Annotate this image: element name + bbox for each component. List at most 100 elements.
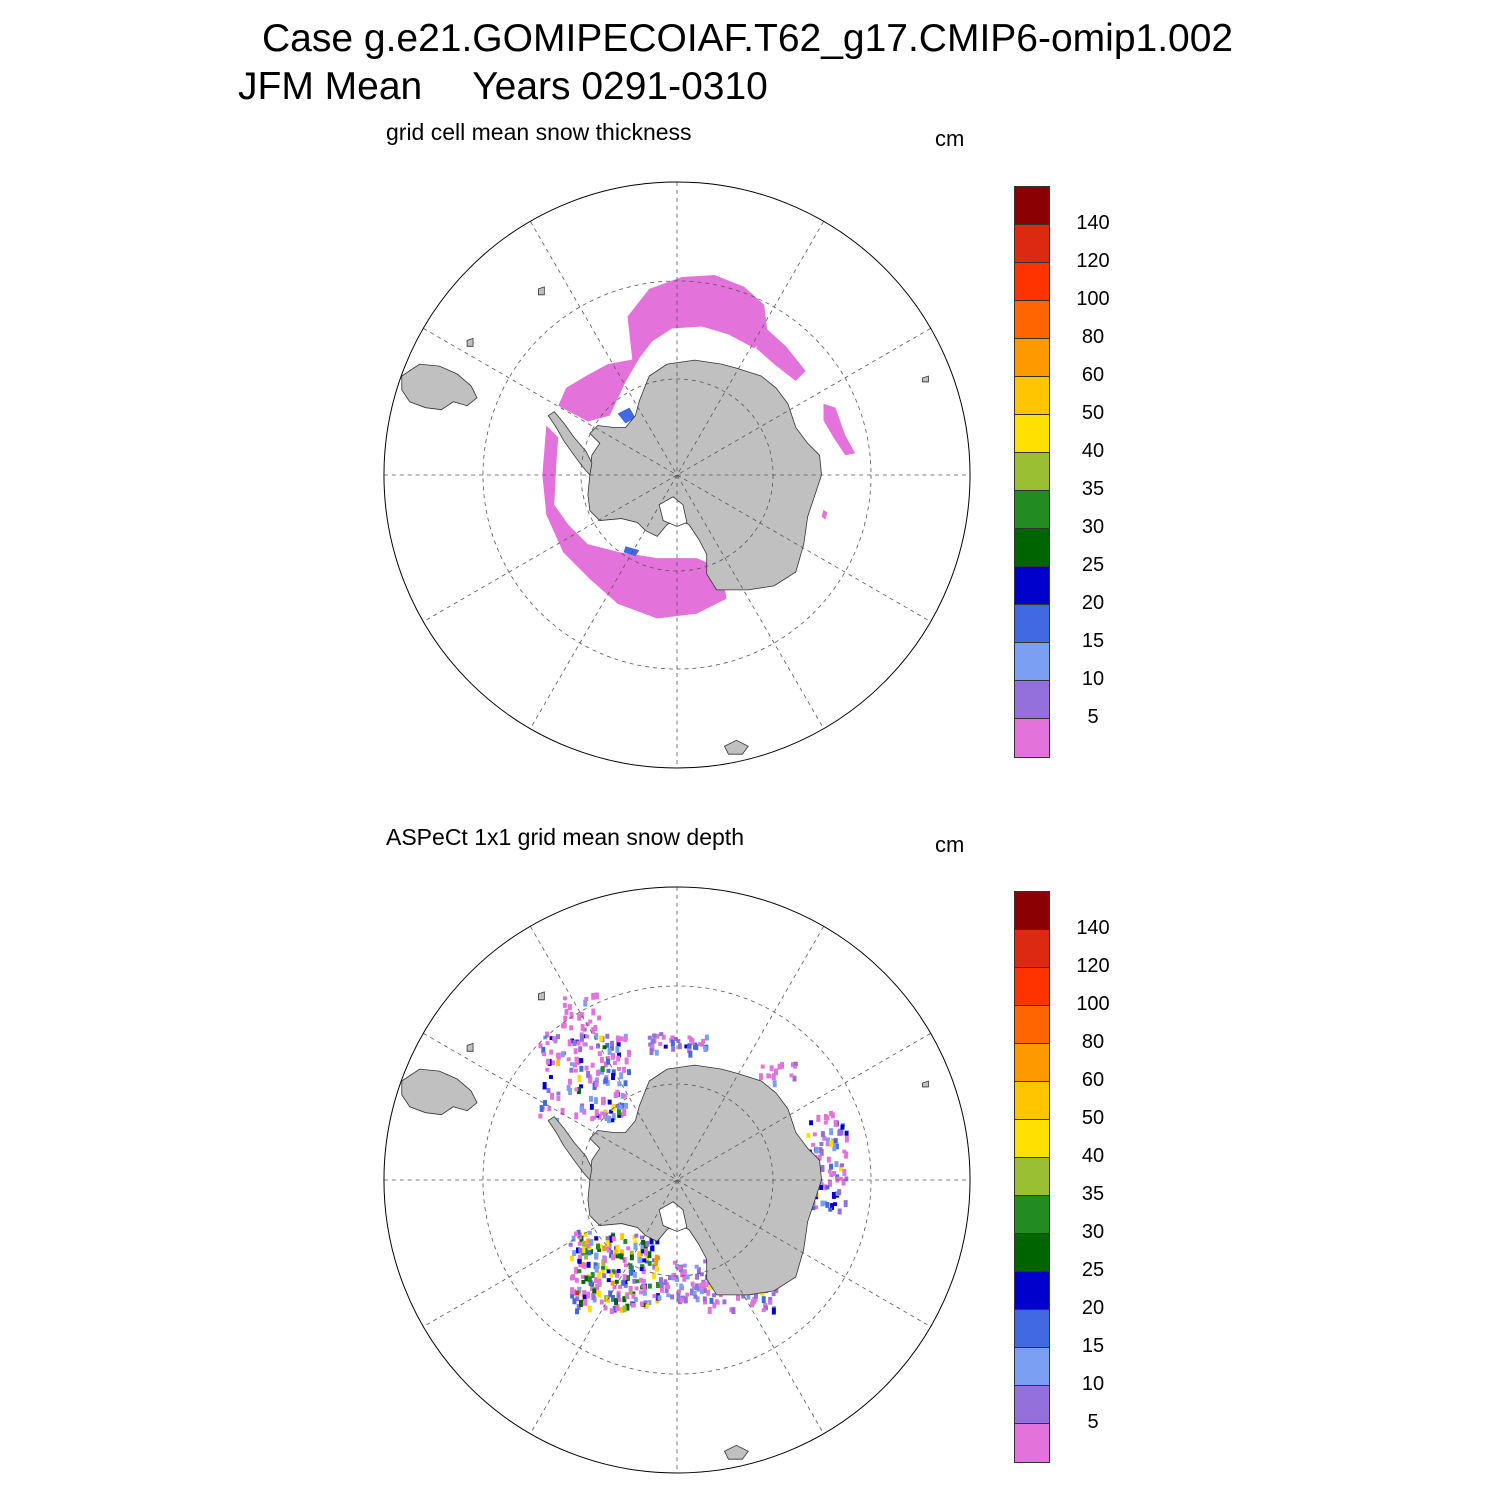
cbar1-box-15: [1014, 186, 1050, 226]
observation-cell: [628, 1285, 633, 1291]
observation-cell: [607, 1048, 612, 1055]
observation-cell: [588, 1095, 593, 1102]
observation-cell: [829, 1163, 834, 1170]
observation-cell: [597, 1290, 602, 1298]
observation-cell: [814, 1205, 819, 1210]
observation-cell: [586, 1238, 591, 1246]
observation-cell: [652, 1263, 657, 1270]
observation-cell: [550, 1092, 555, 1100]
observation-cell: [611, 1269, 616, 1275]
observation-cell: [622, 1109, 627, 1116]
observation-cell: [556, 1091, 561, 1096]
observation-cell: [539, 1105, 544, 1112]
observation-cell: [820, 1200, 825, 1207]
observation-cell: [608, 1290, 613, 1298]
observation-cell: [633, 1240, 638, 1246]
observation-cell: [586, 1261, 591, 1268]
cbar2-box-4: [1014, 1309, 1050, 1349]
observation-cell: [582, 1034, 587, 1039]
observation-cell: [670, 1294, 675, 1300]
observation-cell: [764, 1305, 768, 1311]
observation-cell: [588, 1279, 593, 1286]
observation-cell: [692, 1291, 697, 1297]
observation-cell: [587, 1276, 592, 1283]
observation-cell: [658, 1277, 663, 1285]
cbar2-label: 20: [1081, 1297, 1105, 1319]
observation-cell: [611, 1233, 616, 1238]
observation-cell: [837, 1208, 842, 1215]
observation-cell: [580, 1023, 585, 1031]
observation-cell: [594, 992, 599, 1000]
observation-cell: [614, 1279, 619, 1284]
observation-cell: [590, 1116, 595, 1122]
observation-cell: [625, 1303, 630, 1311]
observation-cell: [609, 1308, 614, 1315]
observation-cell: [760, 1064, 765, 1069]
cbar2-box-9: [1014, 1119, 1050, 1159]
observation-cell: [639, 1290, 644, 1295]
panel2-subtitle: ASPeCt 1x1 grid mean snow depth: [386, 824, 744, 850]
cbar2-box-14: [1014, 929, 1050, 969]
observation-cell: [610, 1294, 615, 1302]
cbar1-label: 10: [1081, 668, 1105, 690]
observation-cell: [627, 1069, 631, 1076]
observation-cell: [731, 1307, 736, 1315]
observation-cell: [582, 1290, 587, 1298]
model-snow-field: [542, 275, 856, 619]
observation-cell: [611, 1069, 616, 1077]
observation-cell: [616, 1055, 621, 1062]
observation-cell: [549, 1036, 554, 1041]
observation-cell: [649, 1237, 654, 1245]
observation-cell: [649, 1048, 654, 1055]
observation-cell: [606, 1269, 611, 1274]
observation-cell: [600, 1096, 605, 1103]
observation-cell: [640, 1244, 645, 1252]
observation-cell: [582, 1294, 587, 1301]
observation-cell: [604, 1115, 609, 1121]
observation-cell: [624, 1102, 629, 1109]
cbar2-box-10: [1014, 1081, 1050, 1121]
observation-cell: [610, 1040, 615, 1048]
cbar1-label: 30: [1081, 516, 1105, 538]
observation-cell: [634, 1233, 639, 1238]
observation-cell: [587, 1305, 592, 1313]
observation-cell: [609, 1046, 614, 1051]
observation-cell: [607, 1117, 612, 1124]
observation-cell: [712, 1293, 717, 1298]
observation-cell: [654, 1254, 659, 1261]
model-snow-thicker: [617, 407, 640, 557]
observation-cell: [842, 1149, 847, 1154]
cbar1-box-12: [1014, 300, 1050, 340]
observation-cell: [677, 1289, 681, 1294]
observation-cell: [594, 1277, 598, 1283]
observation-cell: [552, 1036, 557, 1042]
observation-cell: [569, 1067, 574, 1073]
observation-cell: [594, 1109, 599, 1117]
observation-cell: [612, 1305, 617, 1313]
observation-cell: [741, 1294, 746, 1299]
observation-cell: [819, 1185, 824, 1190]
observation-cell: [690, 1038, 695, 1046]
observation-cell: [708, 1284, 713, 1290]
observation-cell: [569, 1025, 574, 1031]
observation-cell: [687, 1035, 692, 1040]
case-title: Case g.e21.GOMIPECOIAF.T62_g17.CMIP6-omi…: [262, 17, 1234, 60]
observation-cell: [541, 1046, 546, 1054]
observation-cell: [827, 1169, 832, 1174]
observation-cell: [606, 1058, 611, 1065]
observation-cell: [832, 1170, 836, 1176]
observation-cell: [829, 1139, 834, 1147]
observation-cell: [703, 1046, 708, 1052]
observation-cell: [568, 1242, 573, 1247]
observation-cell: [574, 1112, 579, 1120]
observation-cell: [611, 1113, 616, 1121]
observation-cell: [644, 1301, 649, 1308]
panel1-colorbar: 140 120 100 80 60 50 40 35 30 25 20 15 1…: [1014, 186, 1110, 758]
observation-cell: [611, 1254, 616, 1261]
observation-cell: [619, 1112, 624, 1118]
cbar1-label: 5: [1087, 706, 1099, 728]
cbar1-box-11: [1014, 338, 1050, 378]
cbar2-box-7: [1014, 1195, 1050, 1235]
observation-cell: [663, 1044, 668, 1049]
observation-cell: [601, 1100, 606, 1106]
